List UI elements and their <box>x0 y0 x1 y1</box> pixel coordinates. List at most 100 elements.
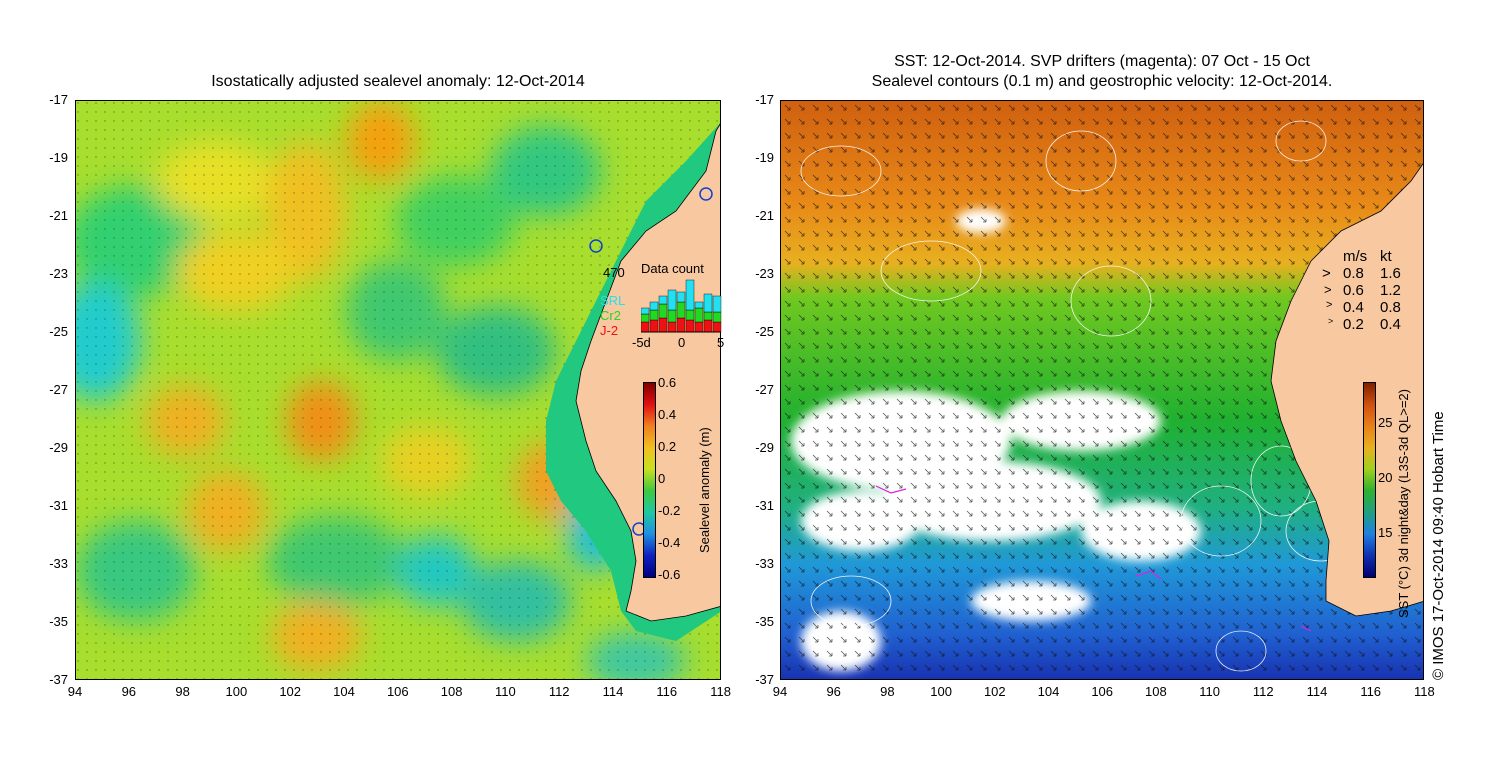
axis-tick-label: -33 <box>49 556 68 571</box>
axis-tick-label: -17 <box>755 92 774 107</box>
velocity-ms-value: 0.8 <box>1343 265 1364 282</box>
histogram-bar <box>694 301 704 309</box>
axis-tick-label: -23 <box>755 266 774 281</box>
axis-tick-label: -19 <box>49 150 68 165</box>
axis-tick-label: 108 <box>1145 684 1167 699</box>
histogram-bar <box>649 319 659 333</box>
histogram-bar <box>676 317 686 333</box>
histogram-bar <box>641 313 650 323</box>
axis-tick-label: 106 <box>1091 684 1114 699</box>
histogram-bar <box>685 279 695 311</box>
histogram-bar <box>658 295 668 305</box>
data-count-tick: -5d <box>632 335 651 350</box>
axis-tick-label: -23 <box>49 266 68 281</box>
velocity-kt-value: 0.8 <box>1380 299 1401 316</box>
data-count-max: 470 <box>603 265 625 280</box>
axis-tick-label: 0.6 <box>658 375 677 390</box>
sst-colorbar-title: SST (°C) 3d night&day (L3S-3d QL>=2) <box>1396 389 1411 618</box>
histogram-bar <box>685 319 695 333</box>
axis-tick-label: -29 <box>755 440 774 455</box>
land-australia <box>575 123 720 622</box>
sealevel-anomaly-map[interactable] <box>75 100 721 680</box>
histogram-bar <box>676 301 686 319</box>
axis-tick-label: -33 <box>755 556 774 571</box>
histogram-bar <box>658 303 668 319</box>
axis-tick-label: 96 <box>826 684 841 699</box>
axis-tick-label: -0.2 <box>658 503 681 518</box>
histogram-bar <box>703 319 713 333</box>
axis-tick-label: 116 <box>1360 684 1382 699</box>
velocity-legend-kt-header: kt <box>1380 248 1392 265</box>
legend-srl: SRL <box>600 293 626 308</box>
histogram-bar <box>694 321 704 333</box>
axis-tick-label: -29 <box>49 440 68 455</box>
velocity-arrow-icon: > <box>1328 316 1334 326</box>
histogram-bar <box>641 307 650 315</box>
velocity-arrow-icon: > <box>1324 282 1332 297</box>
axis-tick-label: 94 <box>772 684 788 699</box>
axis-tick-label: -0.6 <box>658 567 681 582</box>
axis-tick-label: -31 <box>755 498 774 513</box>
right-map-title-line2: Sealevel contours (0.1 m) and geostrophi… <box>871 73 1333 90</box>
histogram-bar <box>685 309 695 321</box>
axis-tick-label: 0.4 <box>658 407 677 422</box>
axis-tick-label: 118 <box>1414 684 1435 699</box>
histogram-bar <box>712 321 722 333</box>
sst-colorbar <box>1363 382 1376 578</box>
axis-tick-label: -17 <box>49 92 68 107</box>
axis-tick-label: 20 <box>1378 470 1393 485</box>
histogram-bar <box>694 307 704 323</box>
axis-tick-label: 96 <box>121 684 137 699</box>
histogram-bar <box>641 321 650 333</box>
axis-tick-label: 100 <box>930 684 952 699</box>
land-australia <box>1270 163 1423 617</box>
histogram-bar <box>667 321 677 333</box>
axis-tick-label: -37 <box>49 672 68 687</box>
histogram-bar <box>703 293 713 313</box>
axis-tick-label: 118 <box>710 684 731 699</box>
axis-tick-label: 108 <box>440 684 463 699</box>
velocity-ms-value: 0.2 <box>1343 316 1364 333</box>
sst-map[interactable] <box>780 100 1424 680</box>
axis-tick-label: -25 <box>49 324 68 339</box>
axis-tick-label: -0.4 <box>658 535 681 550</box>
sealevel-anomaly-field <box>76 101 720 679</box>
axis-tick-label: -35 <box>755 614 774 629</box>
axis-tick-label: 15 <box>1378 525 1393 540</box>
axis-tick-label: 114 <box>1306 684 1328 699</box>
axis-tick-label: -21 <box>755 208 774 223</box>
velocity-ms-value: 0.6 <box>1343 282 1364 299</box>
axis-tick-label: -19 <box>755 150 774 165</box>
axis-tick-label: 110 <box>1199 684 1220 699</box>
sealevel-colorbar <box>643 382 656 578</box>
velocity-arrow-icon: > <box>1322 265 1331 282</box>
right-map-title-line1: SST: 12-Oct-2014. SVP drifters (magenta)… <box>894 53 1310 70</box>
tide-gauge-marker <box>589 239 603 253</box>
histogram-bar <box>649 309 659 321</box>
histogram-bar <box>649 301 659 311</box>
axis-tick-label: 114 <box>602 684 624 699</box>
axis-tick-label: -25 <box>755 324 774 339</box>
data-count-tick: 5 <box>717 335 725 350</box>
legend-cr2: Cr2 <box>600 308 621 323</box>
axis-tick-label: 112 <box>1252 684 1274 699</box>
left-map-title: Isostatically adjusted sealevel anomaly:… <box>211 73 585 90</box>
axis-tick-label: -21 <box>49 208 68 223</box>
velocity-kt-value: 1.6 <box>1380 265 1401 282</box>
axis-tick-label: -35 <box>49 614 68 629</box>
histogram-bar <box>658 317 668 333</box>
axis-tick-label: -37 <box>755 672 774 687</box>
histogram-bar <box>712 311 722 323</box>
histogram-bar <box>676 291 686 303</box>
axis-tick-label: 112 <box>548 684 570 699</box>
axis-tick-label: 0.2 <box>658 439 677 454</box>
axis-tick-label: -31 <box>49 498 68 513</box>
velocity-arrow-icon: > <box>1326 299 1333 311</box>
histogram-bar <box>712 295 722 313</box>
axis-tick-label: 0 <box>658 471 666 486</box>
axis-tick-label: 98 <box>175 684 190 699</box>
axis-tick-label: 106 <box>386 684 409 699</box>
axis-tick-label: -27 <box>755 382 774 397</box>
velocity-kt-value: 1.2 <box>1380 282 1401 299</box>
axis-tick-label: -27 <box>49 382 68 397</box>
